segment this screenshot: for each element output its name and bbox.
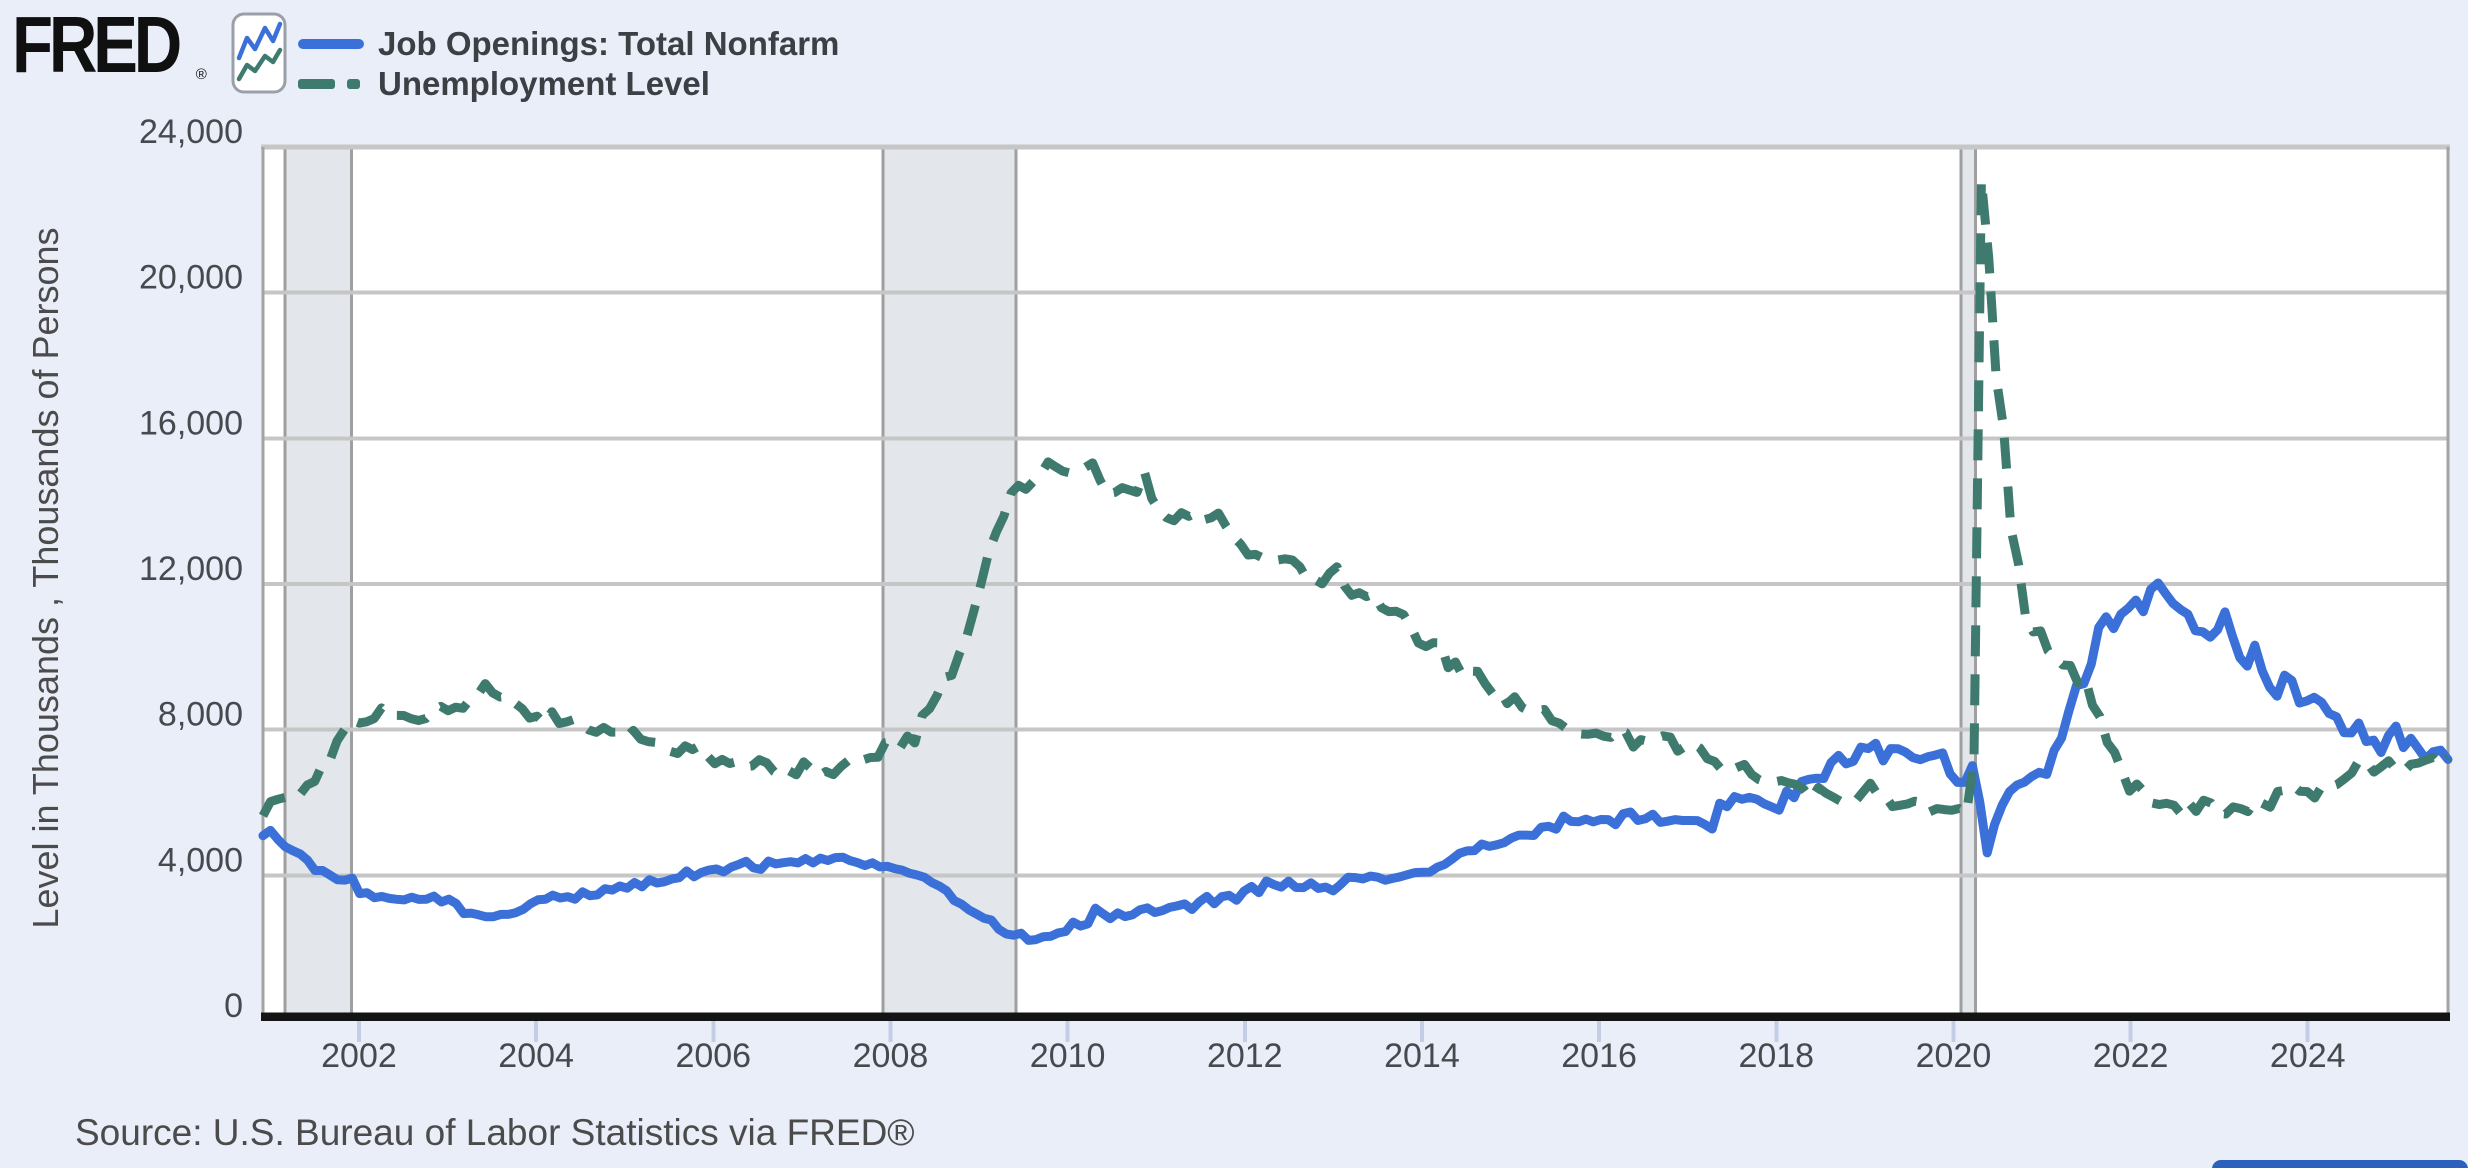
x-tick-label: 2014 [1384, 1037, 1460, 1075]
legend-dash-segment [298, 79, 335, 89]
x-tick-label: 2024 [2270, 1037, 2346, 1075]
fred-logo-text: FRED [12, 0, 182, 89]
legend-label: Job Openings: Total Nonfarm [378, 25, 840, 62]
y-tick-label: 20,000 [139, 259, 243, 297]
y-tick-label: 16,000 [139, 404, 243, 442]
x-tick-label: 2012 [1207, 1037, 1283, 1075]
registered-trademark: ® [195, 66, 207, 83]
x-tick-label: 2004 [498, 1037, 574, 1075]
series-job-openings-line [258, 578, 2453, 945]
x-tick-label: 2022 [2093, 1037, 2169, 1075]
y-axis-title: Level in Thousands , Thousands of Person… [25, 227, 66, 929]
legend-item-job-openings[interactable]: Job Openings: Total Nonfarm [298, 25, 840, 62]
legend: Job Openings: Total Nonfarm Unemployment… [298, 25, 840, 106]
y-tick-label: 8,000 [158, 696, 243, 734]
y-tick-label: 12,000 [139, 550, 243, 588]
legend-swatch-dashed-line [298, 79, 364, 89]
x-tick-label: 2010 [1030, 1037, 1106, 1075]
x-tick-label: 2016 [1561, 1037, 1637, 1075]
x-tick-label: 2008 [853, 1037, 929, 1075]
legend-dash-segment [347, 79, 360, 89]
x-tick-label: 2018 [1738, 1037, 1814, 1075]
x-axis-line [261, 1012, 2450, 1021]
legend-label: Unemployment Level [378, 65, 710, 102]
series-unemployment-line [259, 175, 2452, 819]
x-tick-label: 2006 [675, 1037, 751, 1075]
source-note: Source: U.S. Bureau of Labor Statistics … [75, 1112, 915, 1153]
x-tick-label: 2020 [1916, 1037, 1992, 1075]
legend-swatch-solid-line [298, 39, 364, 49]
y-tick-label: 4,000 [158, 841, 243, 879]
x-tick-label: 2002 [321, 1037, 397, 1075]
y-tick-label: 24,000 [139, 113, 243, 151]
bottom-right-partial-button[interactable] [2212, 1160, 2468, 1168]
legend-item-unemployment[interactable]: Unemployment Level [298, 65, 839, 102]
fred-logo[interactable]: FRED ® [12, 0, 287, 99]
fred-sparkline-icon [231, 12, 287, 99]
y-tick-label: 0 [224, 987, 243, 1025]
